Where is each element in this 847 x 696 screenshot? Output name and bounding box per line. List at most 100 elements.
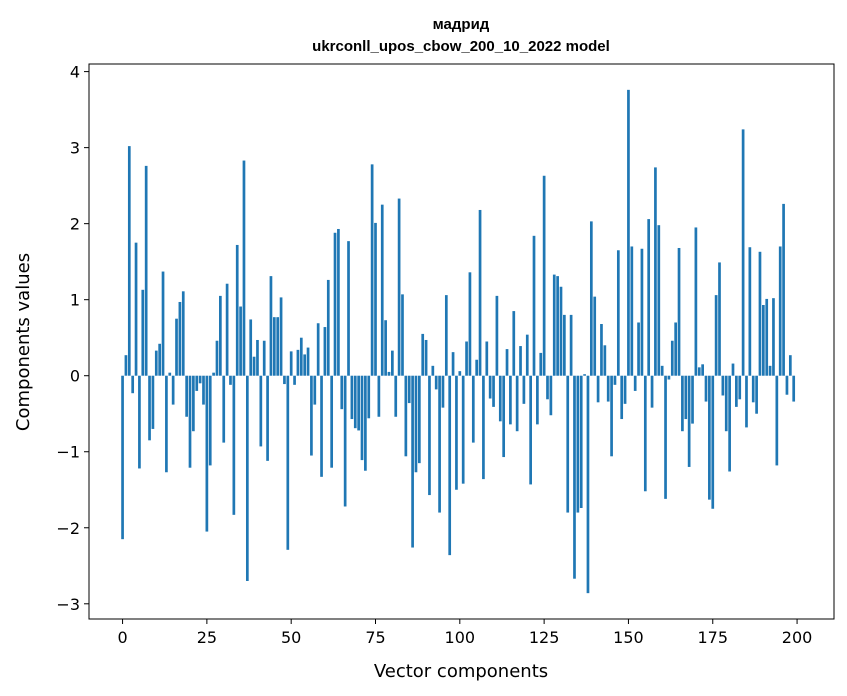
bar-89: [421, 333, 425, 376]
bar-97: [448, 375, 452, 556]
bar-111: [495, 295, 499, 376]
bar-10: [154, 350, 158, 376]
bar-122: [532, 235, 536, 376]
bar-40: [256, 339, 259, 376]
bar-41: [259, 375, 263, 447]
bar-56: [310, 375, 313, 456]
bar-124: [539, 352, 543, 376]
bar-125: [542, 175, 546, 376]
x-tick-label-100: 100: [445, 628, 476, 647]
bar-7: [144, 165, 148, 376]
bar-82: [397, 198, 401, 376]
bar-126: [546, 375, 549, 400]
bar-193: [772, 298, 775, 376]
bar-21: [192, 375, 195, 432]
bar-188: [755, 375, 758, 414]
bar-182: [735, 375, 738, 407]
bar-183: [738, 375, 742, 400]
bar-168: [687, 375, 691, 467]
bar-117: [515, 375, 519, 432]
bar-44: [269, 276, 273, 376]
bar-26: [208, 375, 212, 466]
bar-5: [138, 375, 141, 469]
bar-86: [411, 375, 414, 548]
x-tick-label-75: 75: [365, 628, 385, 647]
bar-34: [235, 244, 239, 376]
bar-185: [745, 375, 748, 428]
x-tick-label-25: 25: [197, 628, 217, 647]
bar-47: [279, 297, 283, 376]
bar-85: [407, 375, 411, 404]
bar-42: [262, 340, 266, 376]
bar-64: [337, 228, 340, 376]
bar-101: [461, 375, 465, 484]
bar-103: [468, 272, 472, 376]
bar-36: [242, 160, 246, 376]
bar-137: [583, 374, 586, 376]
bar-149: [623, 375, 627, 404]
bar-94: [438, 375, 441, 513]
bars-group: [121, 89, 796, 594]
bar-134: [573, 375, 576, 579]
bar-88: [417, 375, 421, 464]
bar-145: [610, 375, 613, 457]
x-axis-ticks: 0 25 50 75 100 125 150 175 200: [117, 619, 812, 647]
bar-173: [704, 375, 708, 402]
bar-181: [731, 363, 735, 376]
bar-31: [225, 283, 229, 376]
bar-91: [428, 375, 431, 496]
bar-77: [380, 204, 384, 376]
bar-22: [195, 375, 199, 391]
chart-title: мадрид: [433, 16, 490, 33]
bar-66: [343, 375, 347, 507]
bar-115: [509, 375, 512, 425]
bar-80: [391, 350, 394, 376]
bar-119: [522, 375, 526, 404]
bar-141: [596, 375, 600, 403]
bar-76: [377, 375, 381, 417]
bar-189: [758, 251, 762, 376]
bar-74: [370, 164, 374, 376]
bar-73: [367, 375, 371, 419]
bar-161: [664, 375, 667, 499]
x-tick-label-200: 200: [782, 628, 813, 647]
bar-109: [488, 375, 492, 399]
bar-176: [714, 295, 718, 376]
bar-118: [519, 346, 522, 376]
bar-136: [579, 375, 583, 508]
bar-58: [316, 323, 320, 376]
bar-171: [697, 367, 701, 376]
bar-99: [455, 375, 458, 490]
bar-116: [512, 311, 516, 376]
bar-13: [165, 375, 168, 473]
bar-0: [121, 375, 124, 540]
bar-25: [205, 375, 209, 532]
bar-192: [768, 365, 772, 376]
bar-123: [536, 375, 539, 425]
y-tick-label-1: 1: [70, 291, 80, 310]
bar-133: [569, 314, 573, 376]
bar-51: [293, 375, 296, 385]
bar-4: [134, 242, 138, 376]
bar-96: [444, 295, 448, 376]
bar-112: [498, 375, 502, 422]
bar-172: [701, 364, 704, 376]
bar-187: [751, 375, 755, 403]
bar-46: [276, 317, 280, 376]
bar-153: [637, 322, 640, 376]
bar-37: [245, 375, 249, 581]
bar-106: [478, 209, 482, 376]
bar-144: [606, 375, 610, 402]
bar-167: [684, 375, 688, 420]
bar-142: [600, 324, 603, 376]
bar-140: [593, 296, 597, 376]
y-tick-label--1: −1: [56, 443, 80, 462]
bar-83: [401, 294, 404, 376]
bar-24: [202, 375, 205, 405]
bar-138: [586, 375, 590, 594]
bar-194: [775, 375, 779, 466]
bar-184: [741, 129, 745, 376]
bar-105: [475, 359, 479, 376]
bar-55: [306, 347, 310, 376]
bar-19: [185, 375, 188, 417]
